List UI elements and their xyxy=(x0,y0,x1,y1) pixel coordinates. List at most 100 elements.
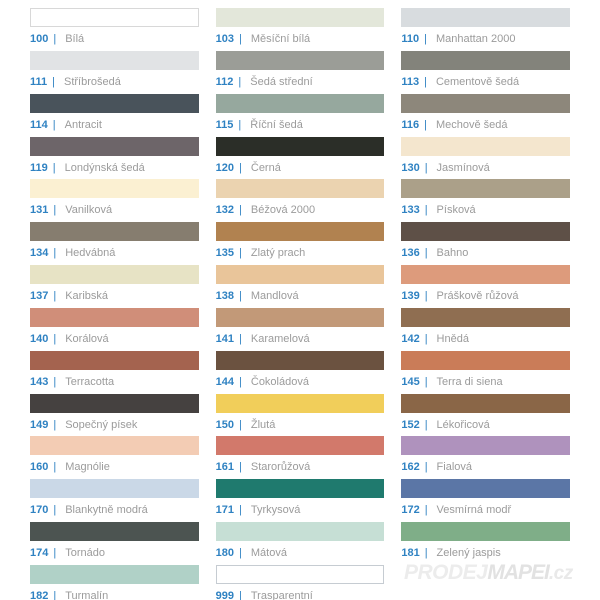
color-label: 116 | Mechově šedá xyxy=(401,119,570,131)
color-swatch xyxy=(30,265,199,285)
separator: | xyxy=(239,33,242,45)
color-swatch xyxy=(401,93,570,113)
color-label: 131 | Vanilková xyxy=(30,205,199,216)
color-label: 170 | Blankytně modrá xyxy=(30,505,199,516)
color-code: 110 xyxy=(401,33,420,45)
color-swatch xyxy=(215,436,385,456)
separator: | xyxy=(424,33,427,45)
color-swatch xyxy=(401,179,570,199)
color-label: 150 | Žlutá xyxy=(215,418,385,431)
separator: | xyxy=(424,461,428,474)
color-code: 160 xyxy=(30,461,49,474)
color-row: 136 | Bahno xyxy=(401,222,570,265)
color-code: 136 xyxy=(401,247,420,260)
color-swatch xyxy=(215,479,385,499)
color-swatch xyxy=(215,265,385,285)
color-label: 999 | Trasparentní xyxy=(215,589,385,600)
color-code: 172 xyxy=(401,504,420,517)
color-label: 152 | Lékořicová xyxy=(401,418,570,431)
color-code: 141 xyxy=(215,332,235,345)
color-label: 115 | Říční šedá xyxy=(215,118,385,131)
color-name: Terra di siena xyxy=(436,375,503,388)
watermark-cz: .cz xyxy=(548,563,573,584)
color-name: Šedá střední xyxy=(250,75,313,88)
color-label: 103 | Měsíční bílá xyxy=(216,34,385,45)
color-swatch xyxy=(30,222,199,242)
color-label: 100 | Bílá xyxy=(30,34,199,45)
color-code: 138 xyxy=(215,290,235,303)
color-label: 113 | Cementově šedá xyxy=(401,75,570,88)
color-row: 174 | Tornádo xyxy=(30,522,199,565)
color-label: 120 | Černá xyxy=(216,161,385,174)
separator: | xyxy=(239,290,242,303)
color-label: 144 | Čokoládová xyxy=(216,375,385,388)
color-palette-grid: 100 | Bílá 111 | Stříbrošedá 114 | Antracit 119 | L… xyxy=(30,8,570,600)
color-label: 135 | Zlatý prach xyxy=(216,248,385,259)
color-code: 150 xyxy=(215,418,235,431)
color-name: Zelený jaspis xyxy=(436,547,501,560)
color-code: 119 xyxy=(30,161,48,174)
color-row: 119 | Londýnská šedá xyxy=(30,136,199,180)
separator: | xyxy=(424,161,428,174)
color-row: 115 | Říční šedá xyxy=(215,93,385,137)
separator: | xyxy=(239,332,242,345)
color-label: 172 | Vesmírná modř xyxy=(401,505,570,516)
color-swatch xyxy=(401,8,570,27)
color-row: 134 | Hedvábná xyxy=(30,222,199,265)
separator: | xyxy=(239,589,242,600)
color-swatch xyxy=(401,350,570,370)
color-code: 140 xyxy=(30,332,49,345)
separator: | xyxy=(424,75,427,88)
color-swatch xyxy=(30,350,199,370)
palette-column-3: 110 | Manhattan 2000 113 | Cementově šedá 116 |… xyxy=(401,8,570,600)
color-label: 141 | Karamelová xyxy=(215,332,385,345)
color-row: 116 | Mechově šedá xyxy=(401,93,570,137)
separator: | xyxy=(424,290,428,303)
color-row: 103 | Měsíční bílá xyxy=(215,8,385,51)
separator: | xyxy=(239,247,242,260)
color-label: 132 | Béžová 2000 xyxy=(216,205,385,216)
separator: | xyxy=(424,375,428,388)
separator: | xyxy=(424,504,428,517)
separator: | xyxy=(53,418,57,431)
color-swatch xyxy=(30,50,199,70)
color-swatch xyxy=(30,136,199,156)
separator: | xyxy=(424,547,428,560)
color-row: 111 | Stříbrošedá xyxy=(30,50,199,94)
separator: | xyxy=(53,332,57,345)
color-name: Lékořicová xyxy=(436,418,490,431)
color-row: 149 | Sopečný písek xyxy=(30,393,199,437)
color-swatch xyxy=(401,222,570,242)
color-code: 162 xyxy=(401,461,420,474)
color-name: Zlatý prach xyxy=(250,247,306,260)
separator: | xyxy=(239,161,242,174)
color-swatch xyxy=(215,522,385,542)
color-code: 170 xyxy=(30,504,49,517)
separator: | xyxy=(424,332,428,345)
color-swatch xyxy=(215,350,385,370)
color-code: 999 xyxy=(215,589,235,600)
color-code: 115 xyxy=(215,118,234,131)
watermark: PRODEJMAPEI.cz xyxy=(404,560,573,587)
color-name: Tornádo xyxy=(65,547,105,560)
color-code: 113 xyxy=(401,75,420,88)
separator: | xyxy=(424,418,428,431)
color-code: 137 xyxy=(30,290,49,303)
color-swatch xyxy=(401,522,570,542)
color-name: Mandlová xyxy=(250,290,299,303)
color-name: Terracotta xyxy=(65,375,115,388)
color-name: Práškově růžová xyxy=(436,290,519,303)
color-label: 134 | Hedvábná xyxy=(30,248,199,259)
color-label: 181 | Zelený jaspis xyxy=(401,548,570,559)
color-name: Čokoládová xyxy=(250,375,309,388)
color-swatch xyxy=(30,93,199,113)
separator: | xyxy=(52,75,55,88)
color-swatch xyxy=(401,136,570,156)
color-name: Žlutá xyxy=(250,418,276,431)
color-label: 110 | Manhattan 2000 xyxy=(401,34,570,45)
color-swatch xyxy=(30,522,199,542)
color-row: 113 | Cementově šedá xyxy=(401,50,570,94)
color-name: Magnólie xyxy=(65,461,110,474)
color-swatch xyxy=(401,50,570,70)
color-row: 135 | Zlatý prach xyxy=(215,222,385,265)
